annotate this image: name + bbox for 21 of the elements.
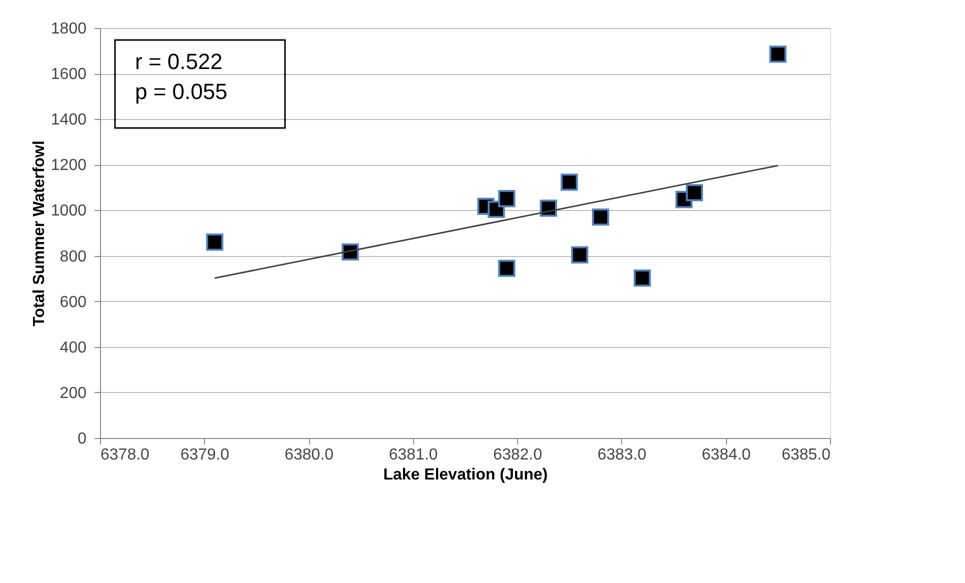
y-tick-label: 800 [60, 248, 87, 266]
y-axis-title: Total Summer Waterfowl [30, 140, 48, 326]
annotation: r = 0.522 p = 0.055 [135, 49, 228, 104]
x-axis-title: Lake Elevation (June) [383, 466, 548, 484]
x-tick-label: 6379.0 [180, 446, 230, 464]
y-tick-label: 200 [60, 384, 87, 402]
y-tick-label: 400 [60, 339, 87, 356]
y-tick-label: 1800 [50, 20, 87, 38]
y-tick-label: 1200 [50, 157, 87, 174]
x-tick-label: 6385.0 [782, 446, 831, 464]
x-tick-label: 6382.0 [493, 446, 542, 464]
x-tick-label: 6384.0 [702, 446, 751, 464]
y-tick-label: 0 [78, 430, 87, 448]
y-tick-label: 600 [60, 294, 87, 311]
x-tick-label: 6383.0 [597, 446, 646, 464]
y-tick-label: 1000 [50, 202, 87, 220]
y-tick-label: 1600 [50, 66, 87, 84]
x-tick-label: 6380.0 [284, 446, 334, 464]
y-tick-label: 1400 [50, 112, 87, 129]
x-tick-label: 6378.0 [100, 446, 150, 464]
x-tick-label: 6381.0 [388, 446, 438, 464]
